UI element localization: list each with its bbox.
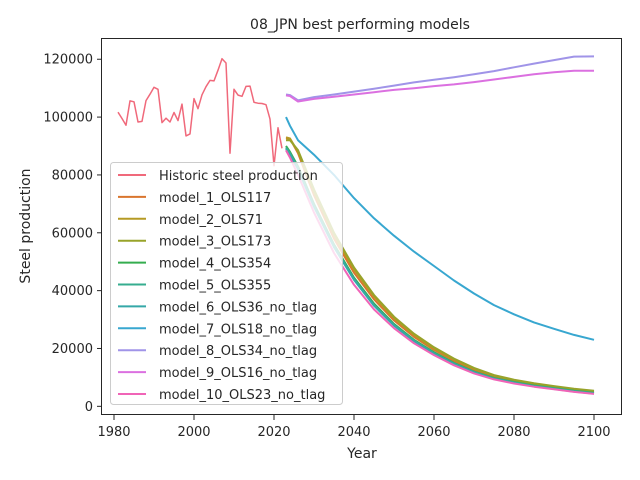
x-tick-label: 2040 — [337, 425, 370, 440]
legend-label: model_7_OLS18_no_tlag — [159, 322, 317, 337]
legend-label: model_3_OLS173 — [159, 235, 271, 250]
legend-label: model_10_OLS23_no_tlag — [159, 388, 325, 403]
legend-label: model_2_OLS71 — [159, 213, 263, 228]
y-tick-label: 0 — [85, 400, 93, 415]
legend-frame — [110, 162, 343, 405]
legend-label: model_1_OLS117 — [159, 191, 271, 206]
x-tick-label: 1980 — [97, 425, 130, 440]
y-tick-label: 20000 — [52, 342, 93, 357]
chart-title: 08_JPN best performing models — [250, 17, 470, 33]
legend: Historic steel production model_1_OLS117m… — [110, 162, 343, 405]
legend-label: model_6_OLS36_no_tlag — [159, 300, 317, 315]
y-tick-label: 60000 — [52, 226, 93, 241]
plot-frame — [101, 38, 622, 415]
legend-label: model_5_OLS355 — [159, 279, 271, 294]
y-axis-label: Steel production — [18, 168, 34, 283]
x-tick-label: 2020 — [257, 425, 290, 440]
x-tick-label: 2100 — [577, 425, 610, 440]
legend-label: Historic steel production — [159, 169, 318, 184]
y-tick-label: 80000 — [52, 168, 93, 183]
x-axis: 1980 2000 2020 2040 2060 2080 2100 — [97, 415, 611, 440]
series-line-7 — [285, 116, 595, 341]
series-line-9 — [285, 69, 594, 103]
legend-label: model_4_OLS354 — [159, 257, 271, 272]
y-tick-label: 120000 — [43, 53, 93, 68]
x-tick-label: 2060 — [417, 425, 450, 440]
series-line-0 — [117, 57, 283, 167]
x-tick-label: 2080 — [497, 425, 530, 440]
legend-label: model_8_OLS34_no_tlag — [159, 344, 317, 359]
y-tick-label: 100000 — [43, 111, 93, 126]
x-axis-label: Year — [346, 446, 377, 462]
y-axis: 0 20000 40000 60000 80000 100000 120000 — [43, 53, 102, 415]
x-tick-label: 2000 — [177, 425, 210, 440]
y-tick-label: 40000 — [52, 284, 93, 299]
series-line-8 — [285, 55, 595, 102]
legend-label: model_9_OLS16_no_tlag — [159, 366, 317, 381]
